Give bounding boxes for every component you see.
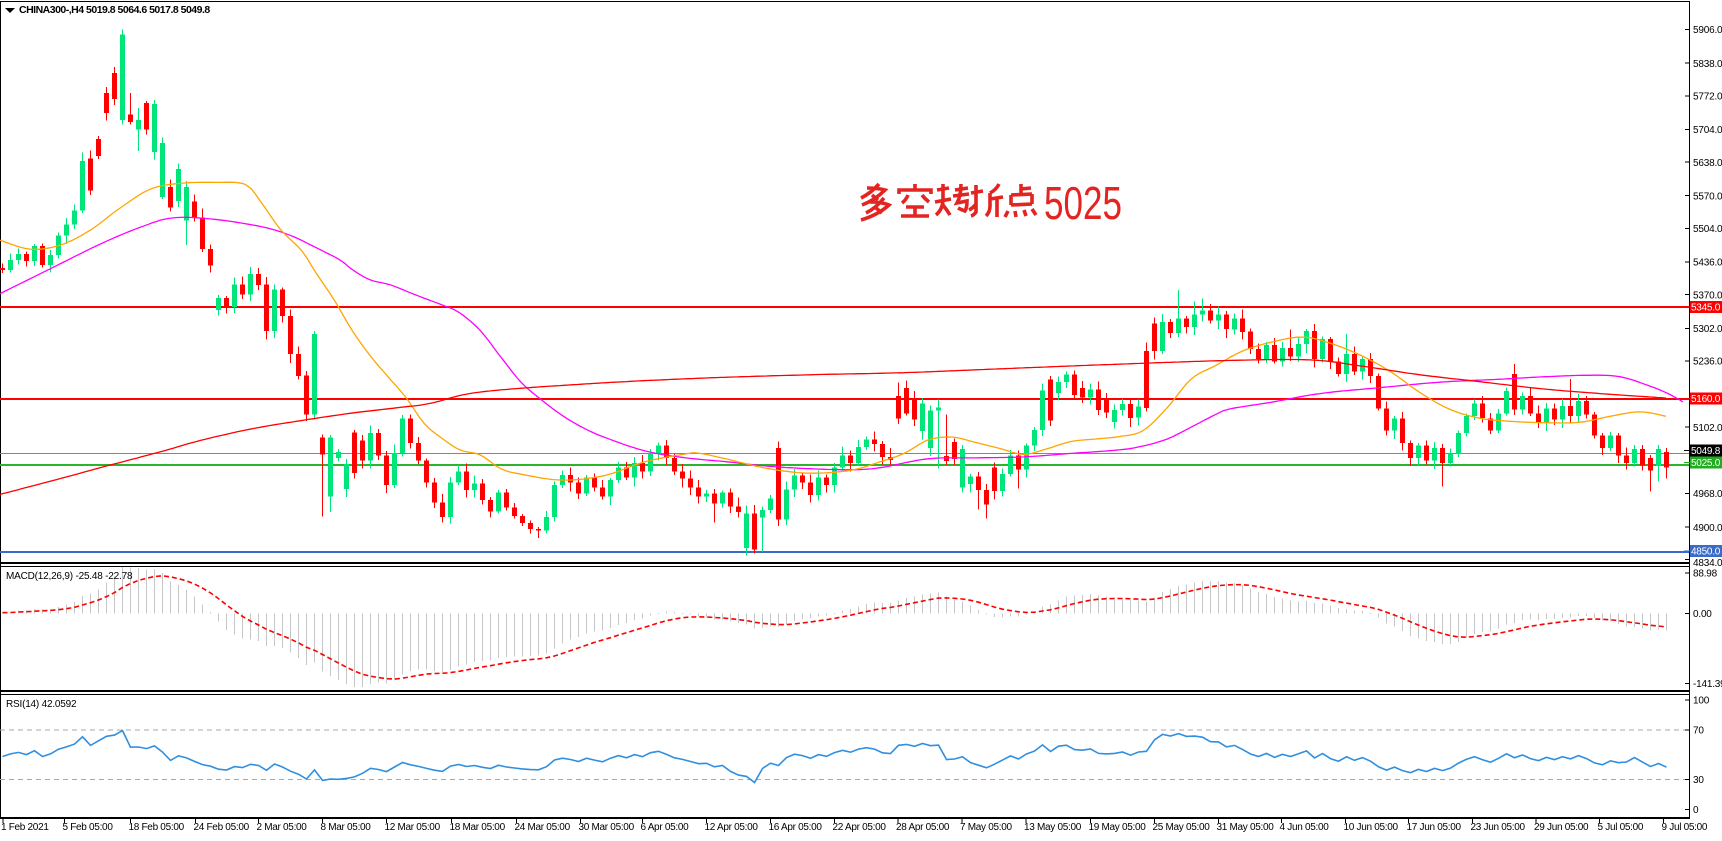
svg-text:5570.0: 5570.0 — [1693, 191, 1722, 202]
svg-text:RSI(14) 42.0592: RSI(14) 42.0592 — [6, 699, 77, 710]
svg-text:0.00: 0.00 — [1693, 609, 1712, 620]
svg-text:18 Feb 05:00: 18 Feb 05:00 — [129, 822, 185, 833]
svg-text:30: 30 — [1693, 775, 1704, 786]
svg-text:70: 70 — [1693, 726, 1704, 737]
svg-text:5 Feb 05:00: 5 Feb 05:00 — [63, 822, 114, 833]
svg-text:5049.8: 5049.8 — [1691, 446, 1721, 457]
svg-text:4900.0: 4900.0 — [1693, 523, 1722, 534]
svg-text:18 Mar 05:00: 18 Mar 05:00 — [450, 822, 506, 833]
svg-text:5704.0: 5704.0 — [1693, 125, 1722, 136]
svg-text:4850.0: 4850.0 — [1691, 547, 1721, 558]
svg-text:5025.0: 5025.0 — [1691, 458, 1721, 469]
svg-text:23 Jun 05:00: 23 Jun 05:00 — [1471, 822, 1526, 833]
svg-text:13 May 05:00: 13 May 05:00 — [1024, 822, 1082, 833]
svg-text:5236.0: 5236.0 — [1693, 357, 1722, 368]
svg-text:9 Jul 05:00: 9 Jul 05:00 — [1662, 822, 1708, 833]
svg-text:24 Mar 05:00: 24 Mar 05:00 — [515, 822, 571, 833]
svg-text:29 Jun 05:00: 29 Jun 05:00 — [1534, 822, 1589, 833]
svg-text:5504.0: 5504.0 — [1693, 224, 1722, 235]
svg-text:5838.0: 5838.0 — [1693, 59, 1722, 70]
svg-text:CHINA300-,H4 5019.8 5064.6 50: CHINA300-,H4 5019.8 5064.6 5017.8 5049.8 — [19, 4, 210, 16]
svg-text:100: 100 — [1693, 696, 1710, 707]
svg-text:25 May 05:00: 25 May 05:00 — [1153, 822, 1211, 833]
svg-text:5160.0: 5160.0 — [1691, 394, 1721, 405]
svg-text:2 Mar 05:00: 2 Mar 05:00 — [257, 822, 308, 833]
svg-text:5436.0: 5436.0 — [1693, 258, 1722, 269]
svg-text:8 Mar 05:00: 8 Mar 05:00 — [321, 822, 372, 833]
svg-text:5906.0: 5906.0 — [1693, 25, 1722, 36]
svg-text:5302.0: 5302.0 — [1693, 324, 1722, 335]
svg-text:30 Mar 05:00: 30 Mar 05:00 — [579, 822, 635, 833]
svg-text:10 Jun 05:00: 10 Jun 05:00 — [1344, 822, 1399, 833]
svg-text:4834.0: 4834.0 — [1693, 558, 1722, 569]
svg-text:17 Jun 05:00: 17 Jun 05:00 — [1407, 822, 1462, 833]
svg-text:4968.0: 4968.0 — [1693, 489, 1722, 500]
svg-text:22 Apr 05:00: 22 Apr 05:00 — [833, 822, 887, 833]
svg-text:16 Apr 05:00: 16 Apr 05:00 — [769, 822, 823, 833]
svg-text:5772.0: 5772.0 — [1693, 92, 1722, 103]
svg-text:12 Mar 05:00: 12 Mar 05:00 — [385, 822, 441, 833]
svg-text:1 Feb 2021: 1 Feb 2021 — [1, 822, 49, 833]
svg-text:5638.0: 5638.0 — [1693, 158, 1722, 169]
svg-text:88.98: 88.98 — [1693, 569, 1718, 580]
svg-text:6 Apr 05:00: 6 Apr 05:00 — [641, 822, 690, 833]
svg-text:4 Jun 05:00: 4 Jun 05:00 — [1280, 822, 1330, 833]
svg-text:-141.39: -141.39 — [1693, 679, 1722, 690]
svg-text:19 May 05:00: 19 May 05:00 — [1089, 822, 1147, 833]
svg-text:5370.0: 5370.0 — [1693, 290, 1722, 301]
svg-text:12 Apr 05:00: 12 Apr 05:00 — [705, 822, 759, 833]
svg-text:MACD(12,26,9) -25.48 -22.78: MACD(12,26,9) -25.48 -22.78 — [6, 571, 133, 582]
svg-text:0: 0 — [1693, 805, 1699, 816]
svg-text:5345.0: 5345.0 — [1691, 303, 1721, 314]
svg-text:5025: 5025 — [1044, 177, 1122, 229]
svg-text:24 Feb 05:00: 24 Feb 05:00 — [194, 822, 250, 833]
svg-text:7 May 05:00: 7 May 05:00 — [960, 822, 1012, 833]
svg-text:31 May 05:00: 31 May 05:00 — [1217, 822, 1275, 833]
svg-text:28 Apr 05:00: 28 Apr 05:00 — [896, 822, 950, 833]
svg-text:5 Jul 05:00: 5 Jul 05:00 — [1598, 822, 1644, 833]
svg-text:5102.0: 5102.0 — [1693, 423, 1722, 434]
